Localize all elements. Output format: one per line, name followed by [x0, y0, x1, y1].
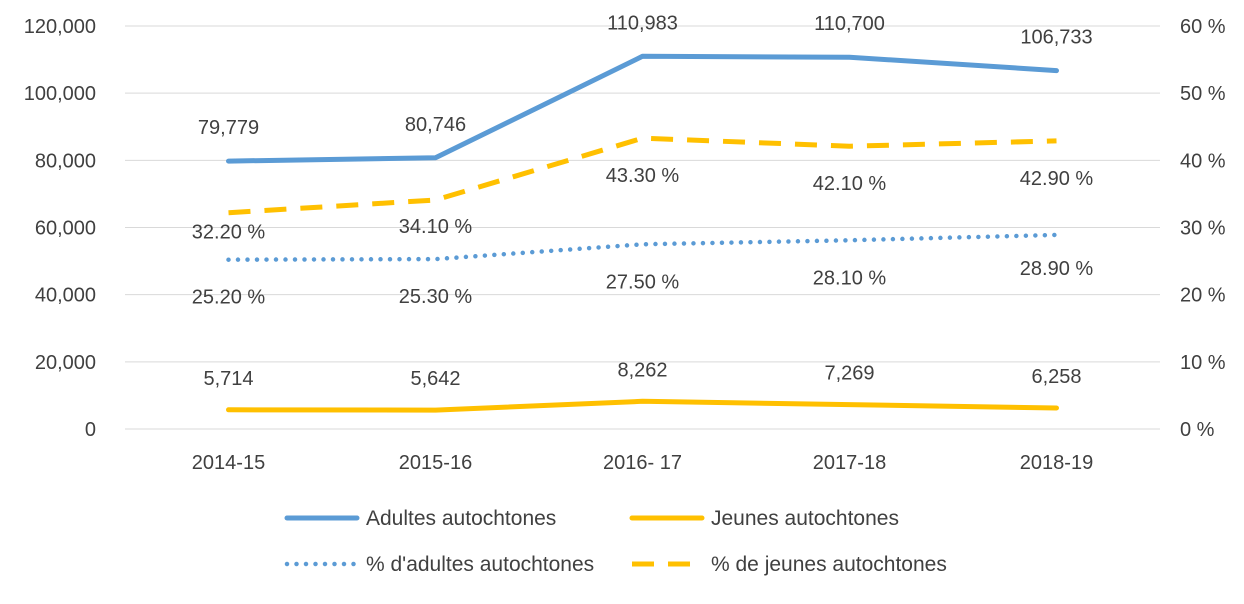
left-y-axis: 0 20,000 40,000 60,000 80,000 100,000 120,000: [24, 16, 96, 441]
right-tick-label: 20 %: [1180, 285, 1226, 307]
left-tick-label: 0: [85, 419, 96, 441]
legend-item-pct-de-jeunes-autochtones: % de jeunes autochtones: [632, 553, 947, 576]
data-label: 80,746: [405, 114, 466, 136]
data-label: 79,779: [198, 117, 259, 139]
data-label: 25.30 %: [399, 286, 473, 308]
series-line-jeunes-autochtones: [226, 398, 1059, 413]
left-tick-label: 80,000: [35, 150, 96, 172]
right-tick-label: 10 %: [1180, 352, 1226, 374]
x-tick-label: 2018-19: [1020, 452, 1093, 474]
data-label: 106,733: [1020, 27, 1092, 49]
series-line-pct-de-jeunes-autochtones: [228, 135, 1057, 216]
data-label: 7,269: [824, 363, 874, 385]
series-line-adultes-autochtones: [226, 53, 1059, 164]
left-tick-label: 120,000: [24, 16, 96, 38]
data-label: 32.20 %: [192, 222, 266, 244]
legend-label: Adultes autochtones: [366, 507, 556, 530]
legend-label: Jeunes autochtones: [711, 507, 899, 530]
data-label: 110,700: [814, 13, 885, 35]
legend-item-pct-d-adultes-autochtones: % d'adultes autochtones: [284, 553, 594, 576]
legend-label: % de jeunes autochtones: [711, 553, 947, 576]
data-label: 28.10 %: [813, 267, 887, 289]
data-label: 27.50 %: [606, 271, 680, 293]
left-tick-label: 60,000: [35, 218, 96, 240]
data-label: 43.30 %: [606, 165, 680, 187]
data-label: 5,642: [410, 368, 460, 390]
x-tick-label: 2017-18: [813, 452, 886, 474]
legend-item-adultes-autochtones: Adultes autochtones: [284, 507, 556, 530]
data-label: 34.10 %: [399, 216, 473, 238]
x-axis: 2014-15 2015-16 2016- 17 2017-18 2018-19: [192, 452, 1093, 474]
data-labels: 79,779 80,746 110,983 110,700 106,733 5,714 5,…: [192, 12, 1094, 390]
left-tick-label: 40,000: [35, 285, 96, 307]
right-tick-label: 50 %: [1180, 83, 1226, 105]
x-tick-label: 2015-16: [399, 452, 472, 474]
series-lines: [226, 53, 1059, 413]
right-tick-label: 60 %: [1180, 16, 1226, 38]
right-tick-label: 0 %: [1180, 419, 1215, 441]
right-tick-label: 40 %: [1180, 150, 1226, 172]
data-label: 42.90 %: [1020, 168, 1094, 190]
left-tick-label: 100,000: [24, 83, 96, 105]
data-label: 5,714: [203, 368, 253, 390]
series-line-pct-d-adultes-autochtones: [226, 232, 1059, 262]
right-tick-label: 30 %: [1180, 218, 1226, 240]
left-tick-label: 20,000: [35, 352, 96, 374]
right-y-axis: 0 % 10 % 20 % 30 % 40 % 50 % 60 %: [1180, 16, 1226, 441]
data-label: 25.20 %: [192, 287, 266, 309]
data-label: 8,262: [617, 359, 667, 381]
x-tick-label: 2014-15: [192, 452, 265, 474]
x-tick-label: 2016- 17: [603, 452, 682, 474]
legend: Adultes autochtones Jeunes autochtones % d…: [284, 507, 947, 576]
legend-label: % d'adultes autochtones: [366, 553, 594, 576]
data-label: 6,258: [1031, 366, 1081, 388]
data-label: 28.90 %: [1020, 258, 1094, 280]
legend-item-jeunes-autochtones: Jeunes autochtones: [629, 507, 899, 530]
data-label: 110,983: [607, 12, 678, 34]
data-label: 42.10 %: [813, 173, 887, 195]
